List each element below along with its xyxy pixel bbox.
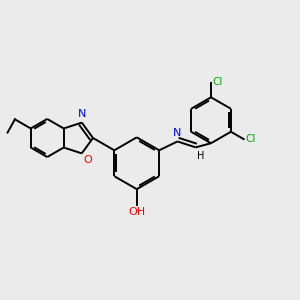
Text: Cl: Cl xyxy=(213,77,223,87)
Text: N: N xyxy=(173,128,181,138)
Text: H: H xyxy=(197,151,205,161)
Text: O: O xyxy=(84,155,93,165)
Text: N: N xyxy=(78,109,86,119)
Text: OH: OH xyxy=(128,207,145,218)
Text: Cl: Cl xyxy=(245,134,256,143)
